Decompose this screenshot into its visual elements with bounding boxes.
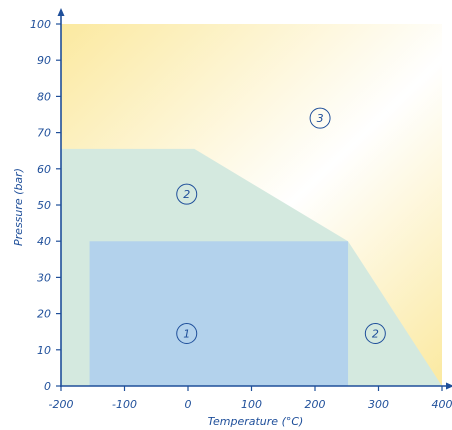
x-tick-label: 0 bbox=[185, 398, 192, 411]
x-tick-label: 100 bbox=[241, 398, 262, 411]
region-label-circle bbox=[176, 183, 198, 205]
y-tick-label: 30 bbox=[37, 271, 51, 284]
y-tick-label: 100 bbox=[30, 18, 51, 31]
x-tick-label: 200 bbox=[305, 398, 326, 411]
x-axis-title: Temperature (°C) bbox=[208, 415, 304, 428]
labels-layer: 3 2 2 1 bbox=[176, 107, 386, 345]
region-label: 3 bbox=[317, 112, 324, 125]
y-tick-label: 0 bbox=[44, 380, 51, 393]
region-label-circle bbox=[176, 323, 198, 345]
y-axis-arrow bbox=[57, 8, 65, 16]
y-axis-title: Pressure (bar) bbox=[12, 168, 25, 246]
region-label: 2 bbox=[372, 328, 379, 341]
regions-layer bbox=[61, 24, 442, 386]
x-axis-arrow bbox=[446, 382, 452, 390]
x-tick-label: 300 bbox=[368, 398, 389, 411]
x-tick-label: -200 bbox=[49, 398, 74, 411]
x-tick-label: -100 bbox=[112, 398, 137, 411]
region-label-circle bbox=[309, 107, 331, 129]
y-tick-label: 10 bbox=[37, 344, 51, 357]
x-tick-label: 400 bbox=[432, 398, 452, 411]
y-tick-label: 60 bbox=[37, 163, 51, 176]
region-label: 1 bbox=[183, 328, 190, 341]
y-tick-label: 70 bbox=[37, 127, 51, 140]
y-tick-label: 40 bbox=[37, 235, 51, 248]
axes-layer: 0 10 20 30 40 50 60 70 80 90 100 -200 -100 0 100 200 300… bbox=[30, 8, 452, 411]
y-tick-label: 80 bbox=[37, 90, 51, 103]
region-1-area bbox=[89, 241, 349, 386]
region-label: 2 bbox=[183, 188, 190, 201]
y-tick-label: 90 bbox=[37, 54, 51, 67]
y-tick-label: 50 bbox=[37, 199, 51, 212]
y-tick-label: 20 bbox=[37, 308, 51, 321]
region-label-circle bbox=[364, 323, 386, 345]
